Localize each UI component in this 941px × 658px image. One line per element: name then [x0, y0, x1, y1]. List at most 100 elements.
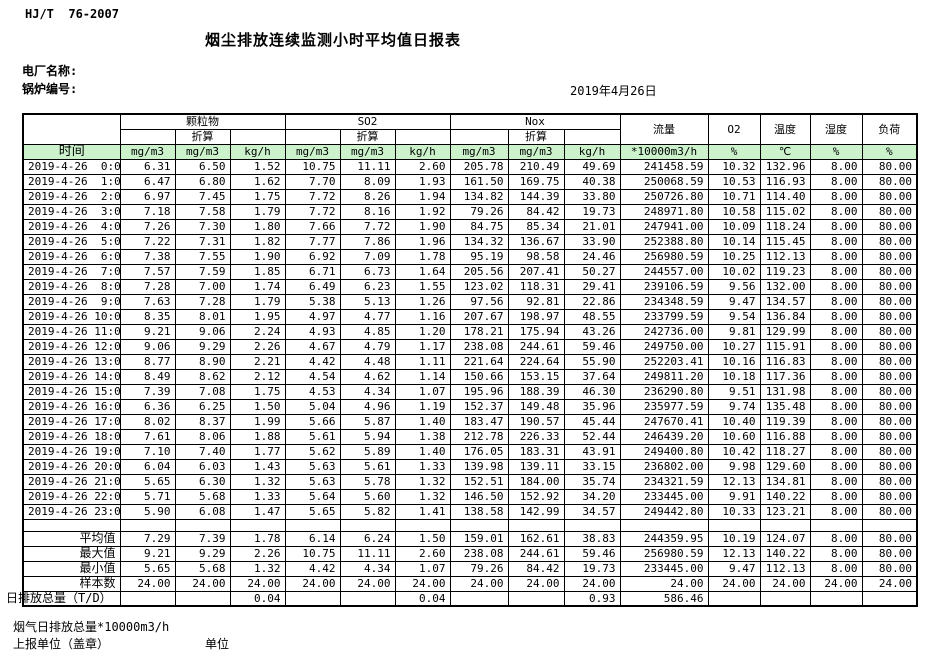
time-cell: 2019-4-26 0:00: [22, 158, 121, 175]
value-cell: 34.20: [563, 488, 621, 505]
value-cell: 33.80: [563, 188, 621, 205]
value-cell: [339, 590, 396, 607]
value-cell: 6.73: [339, 263, 396, 280]
so2-converted-header: 折算: [339, 128, 396, 145]
value-cell: 11.11: [339, 158, 396, 175]
value-cell: 195.96: [449, 383, 509, 400]
time-cell: 2019-4-26 9:00: [22, 293, 121, 310]
value-cell: 24.00: [707, 575, 761, 592]
value-cell: 24.00: [619, 575, 709, 592]
value-cell: 10.75: [284, 158, 341, 175]
spacer-cell: [284, 518, 341, 532]
value-cell: 11.11: [339, 545, 396, 562]
value-cell: [119, 590, 176, 607]
value-cell: 8.16: [339, 203, 396, 220]
value-cell: 46.30: [563, 383, 621, 400]
value-cell: 226.33: [507, 428, 565, 445]
value-cell: 2.60: [394, 545, 451, 562]
value-cell: 7.72: [284, 188, 341, 205]
value-cell: 80.00: [861, 218, 918, 235]
value-cell: 136.67: [507, 233, 565, 250]
time-cell: 2019-4-26 20:00: [22, 458, 121, 475]
value-cell: 8.00: [809, 173, 863, 190]
value-cell: 235977.59: [619, 398, 709, 415]
value-cell: 95.19: [449, 248, 509, 265]
spacer-cell: [759, 518, 811, 532]
value-cell: 129.99: [759, 323, 811, 340]
value-cell: 80.00: [861, 413, 918, 430]
value-cell: 7.09: [339, 248, 396, 265]
subheader-row: 折算 折算 折算: [23, 128, 917, 145]
value-cell: 8.00: [809, 323, 863, 340]
value-cell: 207.41: [507, 263, 565, 280]
value-cell: 7.58: [174, 203, 231, 220]
value-cell: 153.15: [507, 368, 565, 385]
spacer-cell: [229, 518, 286, 532]
value-cell: 79.26: [449, 560, 509, 577]
value-cell: 117.36: [759, 368, 811, 385]
value-cell: 5.68: [174, 488, 231, 505]
value-cell: 1.96: [394, 233, 451, 250]
value-cell: 241458.59: [619, 158, 709, 175]
value-cell: 8.02: [119, 413, 176, 430]
value-cell: 138.58: [449, 503, 509, 520]
value-cell: 8.35: [119, 308, 176, 325]
spacer-cell: [861, 518, 918, 532]
value-cell: 244.61: [507, 545, 565, 562]
value-cell: 1.90: [229, 248, 286, 265]
value-cell: 8.00: [809, 248, 863, 265]
blank-cell: [449, 128, 509, 145]
value-cell: 10.16: [707, 353, 761, 370]
plant-name-label: 电厂名称:: [22, 64, 78, 78]
value-cell: 7.28: [119, 278, 176, 295]
value-cell: 80.00: [861, 173, 918, 190]
value-cell: 8.00: [809, 488, 863, 505]
value-cell: 1.99: [229, 413, 286, 430]
table-row: 2019-4-26 6:00 7.38 7.55 1.90 6.92 7.09 1.78 95…: [22, 248, 918, 265]
value-cell: 7.57: [119, 263, 176, 280]
value-cell: 134.32: [449, 233, 509, 250]
value-cell: 9.54: [707, 308, 761, 325]
value-cell: 4.42: [284, 560, 341, 577]
value-cell: 129.60: [759, 458, 811, 475]
value-cell: 7.55: [174, 248, 231, 265]
value-cell: 9.56: [707, 278, 761, 295]
value-cell: 43.91: [563, 443, 621, 460]
value-cell: 80.00: [861, 338, 918, 355]
unit-cell: mg/m3: [339, 143, 396, 160]
value-cell: 80.00: [861, 368, 918, 385]
value-cell: 1.88: [229, 428, 286, 445]
value-cell: 4.53: [284, 383, 341, 400]
value-cell: 10.02: [707, 263, 761, 280]
value-cell: 9.06: [119, 338, 176, 355]
value-cell: 8.00: [809, 188, 863, 205]
value-cell: 132.96: [759, 158, 811, 175]
value-cell: 118.31: [507, 278, 565, 295]
time-cell: 2019-4-26 14:00: [22, 368, 121, 385]
value-cell: 2.24: [229, 323, 286, 340]
value-cell: 5.90: [119, 503, 176, 520]
time-cell: 2019-4-26 12:00: [22, 338, 121, 355]
value-cell: 6.49: [284, 278, 341, 295]
value-cell: 7.22: [119, 233, 176, 250]
value-cell: 7.39: [119, 383, 176, 400]
value-cell: [449, 590, 509, 607]
value-cell: 1.32: [229, 560, 286, 577]
value-cell: 1.82: [229, 233, 286, 250]
value-cell: 80.00: [861, 530, 918, 547]
report-table-body: 2019-4-26 0:00 6.31 6.50 1.52 10.75 11.11 2.60…: [6, 158, 918, 607]
value-cell: 24.00: [449, 575, 509, 592]
value-cell: 8.00: [809, 383, 863, 400]
page-title: 烟尘排放连续监测小时平均值日报表: [205, 31, 462, 49]
value-cell: 9.81: [707, 323, 761, 340]
group-nox: Nox: [449, 113, 621, 130]
value-cell: 6.30: [174, 473, 231, 490]
value-cell: 8.00: [809, 458, 863, 475]
value-cell: 183.31: [507, 443, 565, 460]
value-cell: 24.00: [284, 575, 341, 592]
value-cell: 6.03: [174, 458, 231, 475]
value-cell: 5.13: [339, 293, 396, 310]
value-cell: 21.01: [563, 218, 621, 235]
value-cell: 6.47: [119, 173, 176, 190]
value-cell: 6.36: [119, 398, 176, 415]
